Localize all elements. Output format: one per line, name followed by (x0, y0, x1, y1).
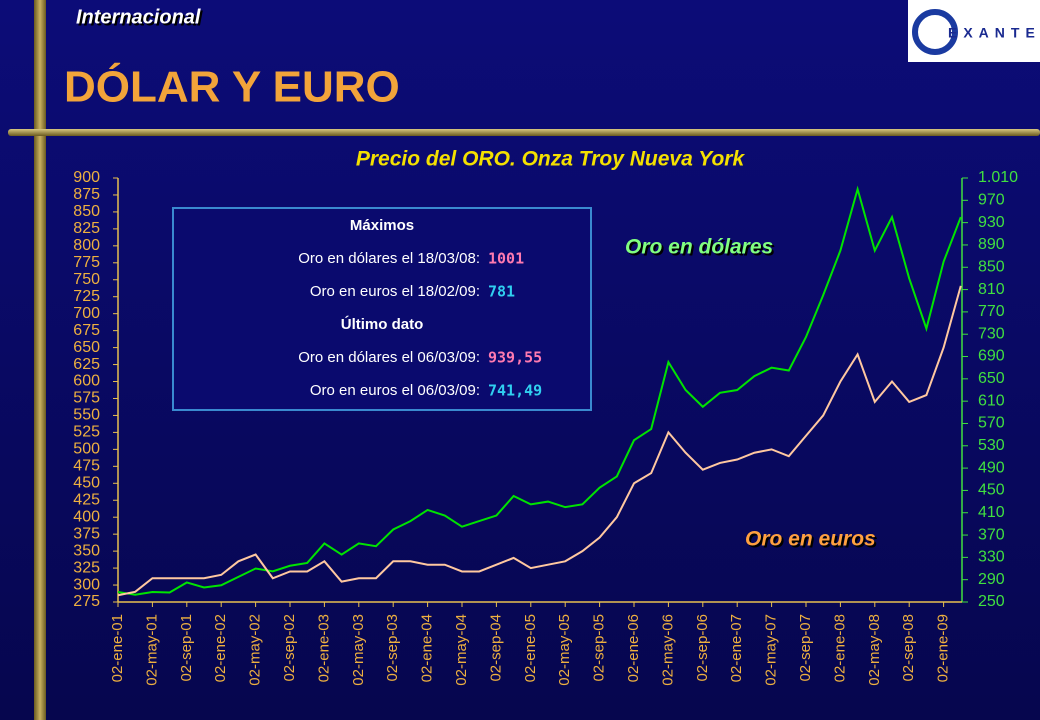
logo-ring (912, 9, 958, 55)
x-tick-label: 02-ene-05 (522, 614, 539, 682)
y-tick-label: 800 (73, 237, 100, 254)
info-label: Oro en euros el 06/03/09: (310, 382, 480, 399)
series-label: Oro en dólares (625, 236, 773, 259)
x-tick-label: 02-sep-03 (384, 614, 401, 682)
y2-tick-label: 450 (978, 482, 1005, 499)
x-tick-label: 02-may-06 (659, 614, 676, 686)
info-heading: Máximos (350, 217, 414, 234)
x-tick-label: 02-sep-08 (900, 614, 917, 682)
info-label: Oro en dólares el 18/03/08: (298, 250, 480, 267)
x-tick-label: 02-sep-02 (281, 614, 298, 682)
info-box-frame (172, 207, 592, 411)
x-tick-label: 02-ene-09 (935, 614, 952, 682)
y2-tick-label: 370 (978, 526, 1005, 543)
info-value: 939,55 (488, 349, 542, 367)
y2-tick-label: 610 (978, 392, 1005, 409)
y-tick-label: 275 (73, 593, 100, 610)
x-tick-label: 02-sep-04 (487, 614, 504, 682)
y2-tick-label: 490 (978, 459, 1005, 476)
y-tick-label: 400 (73, 508, 100, 525)
y2-tick-label: 770 (978, 303, 1005, 320)
y-tick-label: 425 (73, 491, 100, 508)
y-tick-label: 500 (73, 441, 100, 458)
y2-tick-label: 570 (978, 415, 1005, 432)
y-tick-label: 725 (73, 288, 100, 305)
y2-tick-label: 690 (978, 348, 1005, 365)
y-tick-label: 325 (73, 559, 100, 576)
y2-tick-label: 930 (978, 214, 1005, 231)
section-shadow: Internacional (78, 8, 203, 30)
y2-tick-label: 290 (978, 571, 1005, 588)
x-tick-label: 02-may-04 (453, 614, 470, 686)
y-tick-label: 300 (73, 576, 100, 593)
series-label-shadow: Oro en euros (747, 530, 878, 553)
y2-tick-label: 850 (978, 258, 1005, 275)
y-tick-label: 825 (73, 220, 100, 237)
x-tick-label: 02-ene-01 (109, 614, 126, 682)
y-tick-label: 850 (73, 203, 100, 220)
x-tick-label: 02-may-07 (763, 614, 780, 686)
y2-tick-label: 970 (978, 192, 1005, 209)
x-tick-label: 02-may-05 (556, 614, 573, 686)
y-tick-label: 675 (73, 322, 100, 339)
y2-tick-label: 250 (978, 593, 1005, 610)
y-tick-label: 350 (73, 542, 100, 559)
y2-tick-label: 530 (978, 437, 1005, 454)
y-tick-label: 525 (73, 424, 100, 441)
y-tick-label: 775 (73, 254, 100, 271)
y-tick-label: 700 (73, 305, 100, 322)
x-tick-label: 02-may-08 (866, 614, 883, 686)
x-tick-label: 02-ene-07 (728, 614, 745, 682)
y-tick-label: 650 (73, 339, 100, 356)
info-label: Oro en euros el 18/02/09: (310, 283, 480, 300)
x-tick-label: 02-sep-01 (178, 614, 195, 682)
y-tick-label: 475 (73, 458, 100, 475)
x-tick-label: 02-ene-04 (419, 614, 436, 682)
y-tick-label: 550 (73, 407, 100, 424)
x-tick-label: 02-sep-06 (694, 614, 711, 682)
y-tick-label: 575 (73, 390, 100, 407)
info-value: 781 (488, 283, 515, 301)
x-tick-label: 02-ene-02 (212, 614, 229, 682)
y2-tick-label: 890 (978, 236, 1005, 253)
y2-tick-label: 650 (978, 370, 1005, 387)
y-tick-label: 750 (73, 271, 100, 288)
info-box (172, 207, 592, 411)
series-line (117, 185, 962, 596)
slide-title: DÓLAR Y EURO (64, 62, 400, 112)
info-heading: Último dato (341, 315, 424, 333)
y-tick-label: 450 (73, 474, 100, 491)
x-tick-label: 02-sep-05 (591, 614, 608, 682)
series-label: Oro en euros (745, 528, 876, 551)
y2-tick-label: 330 (978, 549, 1005, 566)
x-tick-label: 02-sep-07 (797, 614, 814, 682)
section-label: Internacional (76, 6, 201, 28)
x-tick-label: 02-ene-06 (625, 614, 642, 682)
y-tick-label: 625 (73, 356, 100, 373)
logo-text: EXANTE (948, 25, 1040, 41)
y2-tick-label: 810 (978, 281, 1005, 298)
y-tick-label: 375 (73, 525, 100, 542)
info-value: 741,49 (488, 382, 542, 400)
horizontal-bar (8, 129, 1040, 136)
series-line (117, 285, 962, 597)
chart-title: Precio del ORO. Onza Troy Nueva York (356, 148, 746, 171)
y2-tick-label: 1.010 (978, 169, 1018, 186)
y-tick-label: 900 (73, 169, 100, 186)
x-tick-label: 02-may-03 (350, 614, 367, 686)
info-value: 1001 (488, 250, 524, 268)
y-tick-label: 600 (73, 373, 100, 390)
x-tick-label: 02-ene-08 (831, 614, 848, 682)
x-tick-label: 02-may-02 (247, 614, 264, 686)
y2-tick-label: 410 (978, 504, 1005, 521)
x-tick-label: 02-may-01 (143, 614, 160, 686)
vertical-bar (34, 0, 46, 720)
info-label: Oro en dólares el 06/03/09: (298, 349, 480, 366)
x-tick-label: 02-ene-03 (315, 614, 332, 682)
y2-tick-label: 730 (978, 325, 1005, 342)
series-label-shadow: Oro en dólares (627, 238, 775, 261)
y-tick-label: 875 (73, 186, 100, 203)
